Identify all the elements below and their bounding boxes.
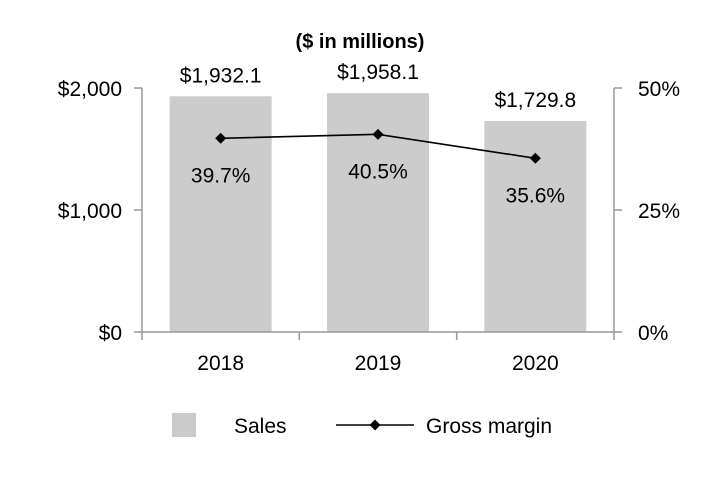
right-axis-tick-label: 0%: [638, 322, 668, 345]
legend-sales-label: Sales: [234, 415, 287, 438]
chart-title: ($ in millions): [296, 31, 425, 53]
legend-sales-swatch: [172, 413, 196, 437]
gross-margin-label-2019: 40.5%: [348, 160, 408, 183]
right-axis-tick-label: 25%: [638, 200, 680, 223]
bar-value-label-2018: $1,932.1: [180, 64, 262, 87]
gross-margin-point-2018: [215, 132, 227, 144]
gross-margin-point-2020: [529, 152, 541, 164]
gross-margin-label-2018: 39.7%: [191, 164, 251, 187]
left-axis-tick-label: $2,000: [58, 78, 122, 101]
bar-value-label-2019: $1,958.1: [337, 61, 419, 84]
left-axis-tick-label: $0: [99, 322, 122, 345]
left-axis-tick-label: $1,000: [58, 200, 122, 223]
x-axis-tick-label-2020: 2020: [512, 352, 559, 375]
gross-margin-point-2019: [372, 128, 384, 140]
right-axis-tick-label: 50%: [638, 78, 680, 101]
bar-value-label-2020: $1,729.8: [494, 89, 576, 112]
gross-margin-label-2020: 35.6%: [506, 184, 566, 207]
x-axis-tick-label-2019: 2019: [355, 352, 402, 375]
x-axis-tick-label-2018: 2018: [197, 352, 244, 375]
legend-gross-margin-label: Gross margin: [426, 415, 552, 438]
bar-2018: [169, 96, 272, 332]
legend-gross-margin-marker: [369, 419, 381, 431]
